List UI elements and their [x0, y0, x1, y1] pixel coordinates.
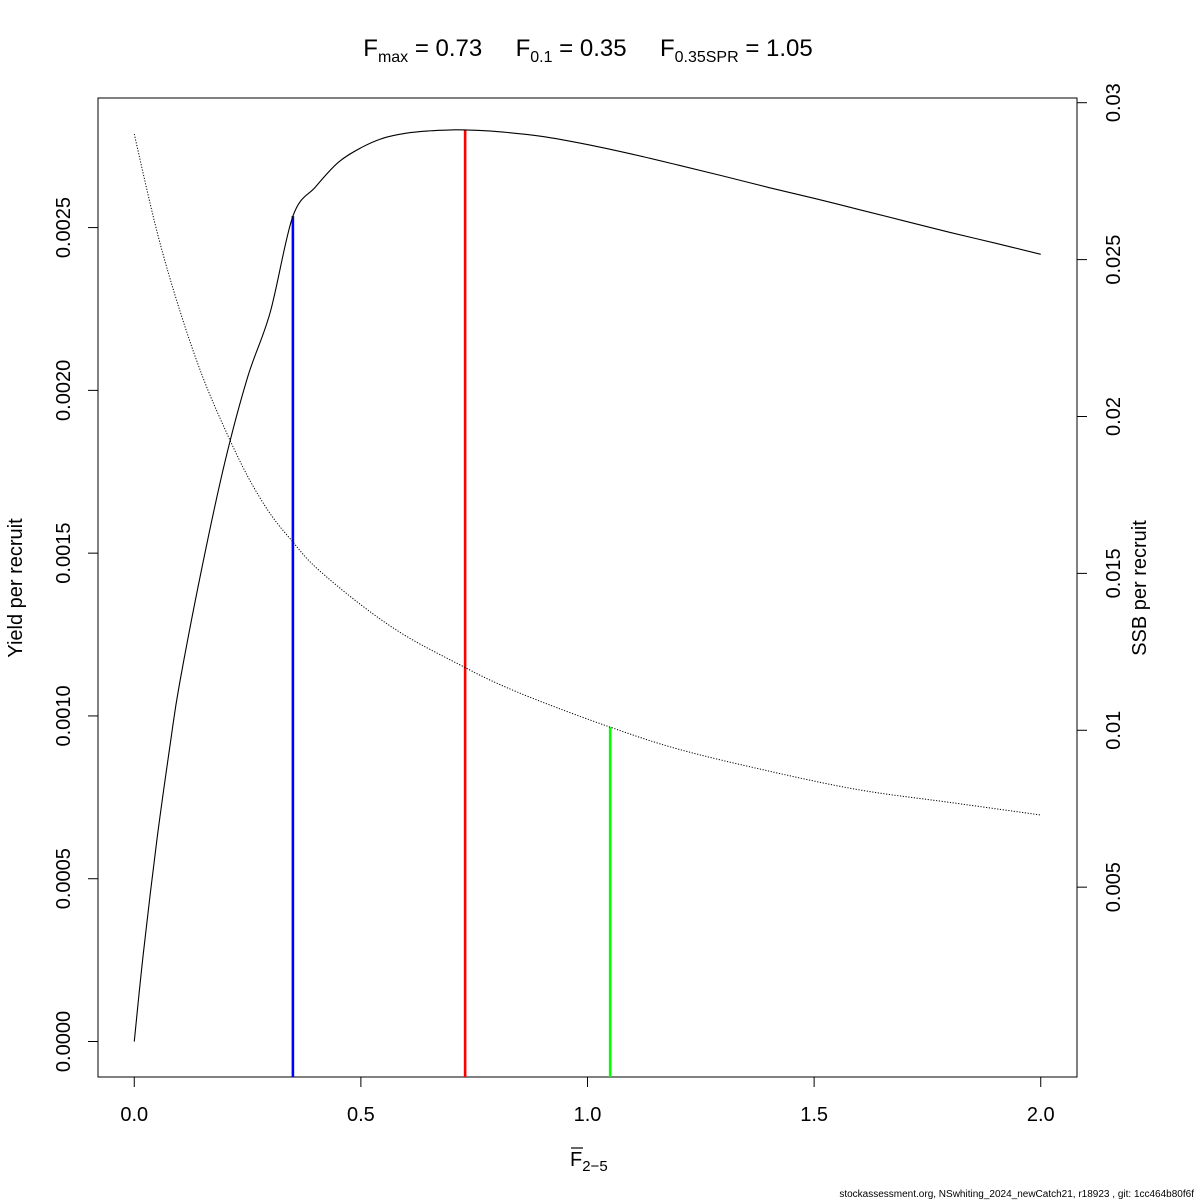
y-axis-label-right: SSB per recruit [1129, 520, 1151, 656]
title-f01-value: 0.35 [580, 35, 627, 62]
footer-text: stockassessment.org, NSwhiting_2024_newC… [839, 1189, 1194, 1200]
x-tick-label: 0.0 [120, 1104, 148, 1126]
title-f035spr-value: 1.05 [766, 35, 813, 62]
yield-per-recruit-line [133, 129, 1041, 1042]
title-f01-sub: 0.1 [530, 49, 552, 66]
title-fmax-value: 0.73 [436, 35, 483, 62]
x-tick-label: 1.0 [574, 1104, 602, 1126]
y-left-tick-label: 0.0020 [53, 360, 75, 421]
y-right-tick-label: 0.02 [1103, 397, 1125, 436]
x-tick-label: 2.0 [1027, 1104, 1055, 1126]
y-left-tick-label: 0.0010 [53, 685, 75, 746]
title-f035spr-base: F [660, 35, 675, 62]
series-layer [133, 129, 1041, 1042]
x-tick-label: 1.5 [800, 1104, 828, 1126]
y-left-tick-label: 0.0005 [53, 848, 75, 909]
x-axis-label: F2−5 [570, 1147, 608, 1175]
ssb-per-recruit-line [133, 133, 1041, 816]
reference-lines [291, 129, 612, 1077]
y-right-tick-label: 0.025 [1103, 235, 1125, 285]
x-axis-label-sub: 2−5 [582, 1158, 607, 1175]
y-left-tick-label: 0.0000 [53, 1011, 75, 1072]
y-right-tick-label: 0.01 [1103, 711, 1125, 750]
title-f035spr-sub: 0.35SPR [675, 49, 739, 66]
title-f01-base: F [516, 35, 531, 62]
y-left-tick-label: 0.0015 [53, 523, 75, 584]
x-axis-label-base: F [570, 1149, 582, 1171]
y-right-tick-label: 0.03 [1103, 83, 1125, 122]
title-fmax-sub: max [378, 49, 408, 66]
y-left-tick-label: 0.0025 [53, 197, 75, 258]
y-right-tick-label: 0.005 [1103, 862, 1125, 912]
chart-title: Fmax = 0.73 F0.1 = 0.35 F0.35SPR = 1.05 [363, 35, 812, 66]
x-tick-label: 0.5 [347, 1104, 375, 1126]
y-axis-label-left: Yield per recruit [5, 518, 27, 658]
y-right-tick-label: 0.015 [1103, 548, 1125, 598]
svg-text:F2−5: F2−5 [570, 1149, 608, 1175]
axes: 0.0 0.5 1.0 1.5 2.0 0.0000 0.0005 0.0010 0.0015 0… [53, 83, 1125, 1126]
title-fmax-base: F [363, 35, 378, 62]
plot-frame [97, 97, 1078, 1078]
